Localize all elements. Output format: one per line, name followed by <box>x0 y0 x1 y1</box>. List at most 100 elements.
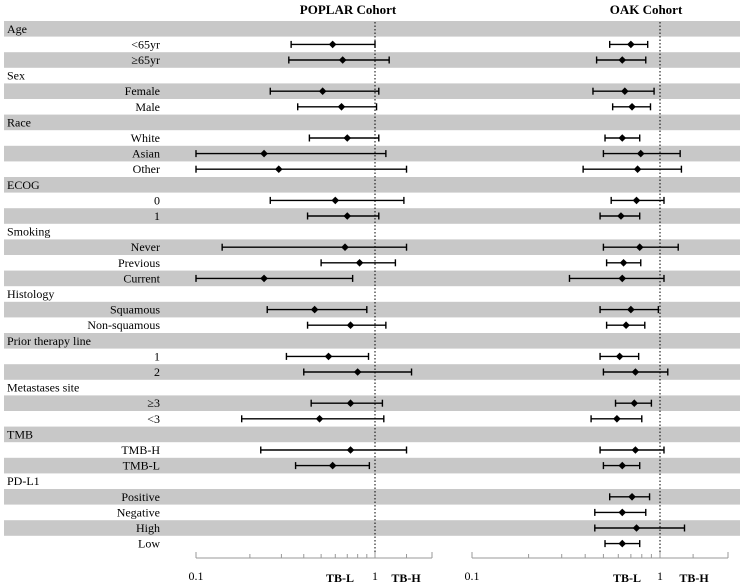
point-estimate-pd-l1-high <box>632 524 641 532</box>
row-label-non-squamous: Non-squamous <box>87 318 160 332</box>
row-band <box>4 489 740 505</box>
point-estimate-smoking-previous <box>619 259 628 267</box>
tick-label-1: 1 <box>657 569 663 583</box>
point-estimate-tmb-tmb-l <box>328 461 337 470</box>
point-estimate-sex-female <box>318 87 327 95</box>
point-estimate-race-asian <box>260 149 268 158</box>
direction-label-tb-h: TB-H <box>391 571 421 585</box>
point-estimate-metastases-site-lt3 <box>315 415 324 423</box>
group-label-tmb: TMB <box>7 427 33 441</box>
oak-title: OAK Cohort <box>610 2 683 17</box>
point-estimate-pd-l1-negative <box>618 508 627 517</box>
point-estimate-metastases-site-lt3 <box>613 415 621 423</box>
point-estimate-age-lt65yr <box>627 40 635 49</box>
tick-label-1: 1 <box>372 569 378 583</box>
point-estimate-race-other <box>633 165 642 173</box>
row-band <box>4 333 740 349</box>
point-estimate-pd-l1-low <box>618 539 627 548</box>
row-label-previous: Previous <box>118 256 160 270</box>
direction-label-tb-h: TB-H <box>679 571 709 585</box>
row-label-asian: Asian <box>132 147 160 161</box>
direction-label-tb-l: TB-L <box>613 571 641 585</box>
row-band <box>4 301 740 318</box>
group-label-histology: Histology <box>7 287 54 301</box>
row-label-ge3: ≥3 <box>147 396 160 410</box>
row-band <box>4 114 740 131</box>
point-estimate-tmb-tmb-h <box>631 446 640 454</box>
row-label-negative: Negative <box>117 505 160 519</box>
row-band <box>4 21 740 37</box>
row-label-1: 1 <box>154 349 160 363</box>
row-band <box>4 520 740 536</box>
group-label-ecog: ECOG <box>7 178 40 192</box>
group-label-prior-therapy-line: Prior therapy line <box>7 334 91 348</box>
row-label-white: White <box>131 131 160 145</box>
direction-label-tb-l: TB-L <box>326 571 354 585</box>
row-label-never: Never <box>131 240 160 254</box>
group-label-metastases-site: Metastases site <box>7 381 79 395</box>
point-estimate-prior-therapy-line-1 <box>324 352 333 361</box>
row-label-squamous: Squamous <box>110 303 160 317</box>
point-estimate-smoking-never <box>635 243 644 251</box>
row-label-lt65yr: <65yr <box>131 37 160 51</box>
row-label-current: Current <box>123 271 160 285</box>
point-estimate-smoking-current <box>260 274 268 283</box>
point-estimate-sex-male <box>337 103 346 111</box>
point-estimate-histology-non-squamous <box>622 321 630 329</box>
row-bands <box>4 21 740 536</box>
point-estimate-tmb-tmb-h <box>346 446 355 454</box>
point-estimate-ecog-0 <box>331 196 340 205</box>
point-estimate-age-ge65yr <box>338 56 347 64</box>
point-estimate-histology-squamous <box>627 305 635 314</box>
point-estimate-ecog-1 <box>343 212 352 220</box>
point-estimate-smoking-previous <box>355 259 364 267</box>
row-label-tmb-h: TMB-H <box>121 443 160 457</box>
row-label-low: Low <box>138 537 160 551</box>
group-label-race: Race <box>7 115 31 129</box>
row-labels: Age <65yr ≥65yr Sex Female Male Race White Asian… <box>7 22 161 551</box>
point-estimate-ecog-1 <box>617 212 625 220</box>
tick-label-0-1: 0.1 <box>189 569 204 583</box>
point-estimate-ecog-0 <box>632 196 641 205</box>
point-estimate-histology-squamous <box>310 305 319 314</box>
group-label-pd-l1: PD-L1 <box>7 474 40 488</box>
point-estimate-sex-male <box>628 103 636 111</box>
point-estimate-smoking-never <box>341 243 349 251</box>
point-estimate-prior-therapy-line-2 <box>631 368 640 376</box>
row-label-tmb-l: TMB-L <box>123 459 160 473</box>
point-estimate-race-asian <box>636 149 645 158</box>
point-estimate-age-ge65yr <box>618 56 627 64</box>
row-label-male: Male <box>135 100 160 114</box>
poplar-panel: 0.1 1 TB-L TB-H <box>189 22 433 585</box>
point-estimate-pd-l1-positive <box>628 493 636 501</box>
oak-panel: 0.1 1 TB-L TB-H <box>465 22 729 585</box>
point-estimate-histology-non-squamous <box>346 321 355 329</box>
point-estimate-race-white <box>618 134 627 142</box>
point-estimate-prior-therapy-line-1 <box>615 352 624 361</box>
point-estimate-metastases-site-ge3 <box>630 399 639 407</box>
point-estimate-sex-female <box>621 87 629 95</box>
row-label-ge65yr: ≥65yr <box>131 53 160 67</box>
row-label-positive: Positive <box>121 490 160 504</box>
row-label-other: Other <box>133 162 160 176</box>
row-band <box>4 177 740 193</box>
row-label-female: Female <box>125 84 160 98</box>
group-label-sex: Sex <box>7 69 25 83</box>
row-band <box>4 270 740 287</box>
row-band <box>4 457 740 474</box>
point-estimate-race-white <box>343 134 352 142</box>
row-label-high: High <box>136 521 160 535</box>
row-label-2: 2 <box>154 365 160 379</box>
group-label-smoking: Smoking <box>7 225 50 239</box>
tick-label-0-1: 0.1 <box>465 569 480 583</box>
point-estimate-metastases-site-ge3 <box>346 399 355 407</box>
poplar-title: POPLAR Cohort <box>300 2 397 17</box>
point-estimate-race-other <box>274 165 283 173</box>
row-label-lt3: <3 <box>147 412 160 426</box>
row-label-1: 1 <box>154 209 160 223</box>
row-band <box>4 426 740 443</box>
point-estimate-age-lt65yr <box>328 40 337 49</box>
point-estimate-smoking-current <box>618 274 627 283</box>
group-label-age: Age <box>7 22 27 36</box>
